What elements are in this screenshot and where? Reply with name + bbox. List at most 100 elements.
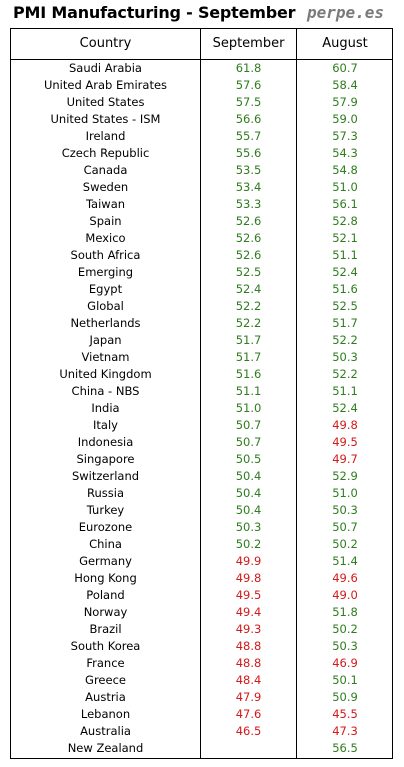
september-value: 57.5 <box>235 95 262 109</box>
table-row: South Africa 52.6 51.1 <box>11 247 392 264</box>
august-value: 51.0 <box>332 180 358 194</box>
country-name: Eurozone <box>78 520 133 534</box>
table-row: United States 57.5 57.9 <box>11 94 392 111</box>
august-value: 57.9 <box>332 95 358 109</box>
table-row: Taiwan 53.3 56.1 <box>11 196 392 213</box>
september-value: 48.4 <box>235 673 262 687</box>
table-row: China - NBS 51.1 51.1 <box>11 383 392 400</box>
september-value: 52.2 <box>235 316 262 330</box>
august-value: 50.2 <box>332 622 358 636</box>
country-name: South Korea <box>70 639 141 653</box>
august-value: 50.2 <box>332 537 358 551</box>
country-name: Japan <box>89 333 122 347</box>
country-name: Greece <box>85 673 126 687</box>
september-value: 61.8 <box>235 61 262 75</box>
table-row: Singapore 50.5 49.7 <box>11 451 392 468</box>
september-value: 56.6 <box>235 112 262 126</box>
table-row: France 48.8 46.9 <box>11 655 392 672</box>
page-title: PMI Manufacturing - September <box>13 3 296 22</box>
country-name: South Africa <box>70 248 141 262</box>
august-value: 52.9 <box>332 469 358 483</box>
country-name: Austria <box>85 690 126 704</box>
august-value: 52.2 <box>332 333 358 347</box>
august-value: 52.5 <box>332 299 358 313</box>
country-name: Ireland <box>85 129 126 143</box>
september-value: 50.7 <box>235 418 262 432</box>
september-value: 51.7 <box>235 333 262 347</box>
table-row: Australia 46.5 47.3 <box>11 723 392 740</box>
country-name: Germany <box>79 554 132 568</box>
september-value: 50.5 <box>235 452 262 466</box>
september-value: 52.4 <box>235 282 262 296</box>
september-value: 50.4 <box>235 469 262 483</box>
header-september: September <box>212 36 285 51</box>
table-row: Hong Kong 49.8 49.6 <box>11 570 392 587</box>
september-value: 55.6 <box>235 146 262 160</box>
table-row: Sweden 53.4 51.0 <box>11 179 392 196</box>
august-value: 51.8 <box>332 605 358 619</box>
august-value: 51.1 <box>332 248 358 262</box>
country-name: Canada <box>83 163 128 177</box>
table-row: Saudi Arabia 61.8 60.7 <box>11 60 392 77</box>
table-row: Brazil 49.3 50.2 <box>11 621 392 638</box>
august-value: 51.0 <box>332 486 358 500</box>
august-value: 52.1 <box>332 231 358 245</box>
august-value: 52.4 <box>332 265 358 279</box>
september-value: 52.6 <box>235 231 262 245</box>
table-row: Lebanon 47.6 45.5 <box>11 706 392 723</box>
august-value: 50.3 <box>332 350 358 364</box>
country-name: Sweden <box>82 180 129 194</box>
august-value: 58.4 <box>332 78 358 92</box>
country-name: Indonesia <box>77 435 134 449</box>
september-value: 50.4 <box>235 503 262 517</box>
column-divider <box>200 29 201 758</box>
september-value: 50.7 <box>235 435 262 449</box>
country-name: Egypt <box>88 282 123 296</box>
table-row: Egypt 52.4 51.6 <box>11 281 392 298</box>
august-value: 50.3 <box>332 639 358 653</box>
august-value: 51.4 <box>332 554 358 568</box>
august-value: 45.5 <box>332 707 358 721</box>
august-value: 51.6 <box>332 282 358 296</box>
pmi-table: Country September August Saudi Arabia 61.… <box>10 28 393 759</box>
august-value: 52.8 <box>332 214 358 228</box>
august-value: 50.3 <box>332 503 358 517</box>
country-name: Australia <box>80 724 131 738</box>
table-row: China 50.2 50.2 <box>11 536 392 553</box>
table-row: Mexico 52.6 52.1 <box>11 230 392 247</box>
country-name: Turkey <box>86 503 125 517</box>
september-value: 52.5 <box>235 265 262 279</box>
september-value: 52.6 <box>235 214 262 228</box>
country-name: Spain <box>89 214 122 228</box>
table-row: Vietnam 51.7 50.3 <box>11 349 392 366</box>
september-value: 49.5 <box>235 588 262 602</box>
september-value: 46.5 <box>235 724 262 738</box>
country-name: Singapore <box>76 452 135 466</box>
country-name: China <box>89 537 122 551</box>
september-value: 55.7 <box>235 129 262 143</box>
table-row: Greece 48.4 50.1 <box>11 672 392 689</box>
header-country: Country <box>79 36 132 51</box>
september-value: 49.8 <box>235 571 262 585</box>
country-name: Brazil <box>89 622 122 636</box>
country-name: Taiwan <box>85 197 126 211</box>
source-label: perpe.es <box>306 3 384 22</box>
table-row: United States - ISM 56.6 59.0 <box>11 111 392 128</box>
september-value: 53.5 <box>235 163 262 177</box>
country-name: Global <box>87 299 124 313</box>
september-value: 51.0 <box>235 401 262 415</box>
september-value: 50.3 <box>235 520 262 534</box>
table-row: New Zealand 56.5 <box>11 740 392 757</box>
september-value: 49.9 <box>235 554 262 568</box>
table-row: Global 52.2 52.5 <box>11 298 392 315</box>
table-row: Spain 52.6 52.8 <box>11 213 392 230</box>
table-row: Indonesia 50.7 49.5 <box>11 434 392 451</box>
country-name: Russia <box>87 486 124 500</box>
september-value: 49.4 <box>235 605 262 619</box>
country-name: Mexico <box>85 231 126 245</box>
august-value: 60.7 <box>332 61 358 75</box>
table-body: Saudi Arabia 61.8 60.7 United Arab Emirates… <box>11 60 392 757</box>
country-name: Emerging <box>77 265 134 279</box>
country-name: United Kingdom <box>59 367 152 381</box>
table-row: Germany 49.9 51.4 <box>11 553 392 570</box>
